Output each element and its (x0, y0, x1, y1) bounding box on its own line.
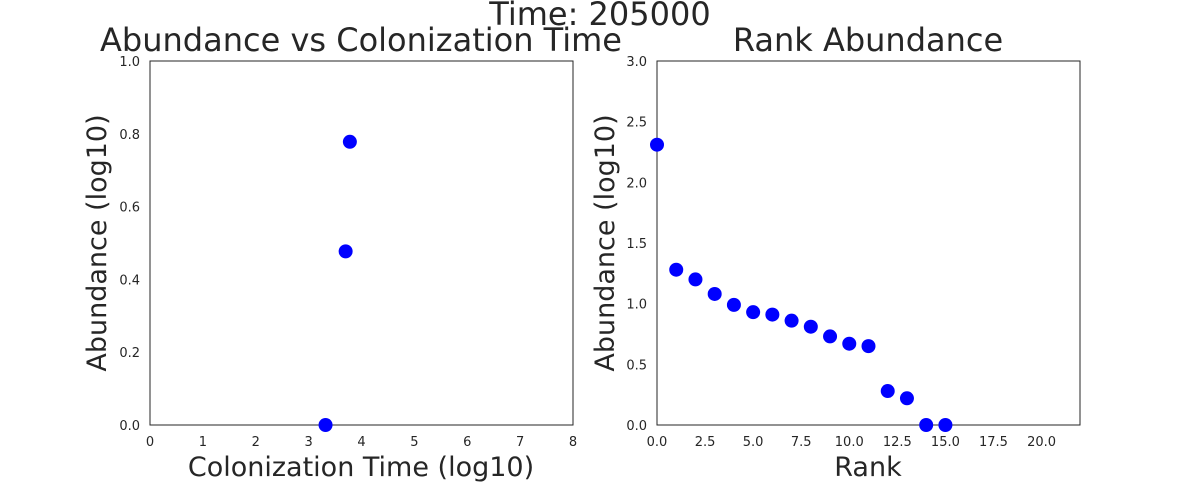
figure-suptitle: Time: 205000 (488, 0, 710, 33)
data-point (938, 418, 953, 432)
x-tick-label: 8 (569, 435, 577, 450)
y-tick-label: 0.4 (119, 273, 140, 288)
y-tick-label: 1.5 (626, 237, 647, 252)
y-tick-label: 1.0 (626, 298, 647, 313)
y-tick-label: 2.0 (626, 176, 647, 191)
panel-rank: Rank Abundance 0.0 2.5 5.0 7.5 10.0 12.5 15.0 1… (590, 21, 1081, 483)
y-tick-label: 2.5 (626, 116, 647, 131)
panel-colonization: Abundance vs Colonization Time 0 1 2 3 4 5 6 7 8… (82, 21, 622, 483)
y-tick-label: 0.5 (626, 358, 647, 373)
data-point (765, 307, 780, 322)
y-tick-label: 1.0 (119, 55, 140, 70)
x-tick-label: 12.5 (883, 435, 912, 450)
data-point (318, 418, 333, 432)
x-tick-label: 7 (516, 435, 524, 450)
y-axis-label: Abundance (log10) (82, 114, 113, 371)
x-tick-label: 7.5 (791, 435, 812, 450)
data-point (338, 244, 353, 259)
data-point (726, 297, 741, 312)
data-point (861, 339, 876, 354)
x-tick-label: 3 (304, 435, 312, 450)
y-tick-label: 0.0 (119, 419, 140, 434)
data-point (803, 319, 818, 334)
x-tick-label: 0 (146, 435, 154, 450)
x-tick-label: 15.0 (931, 435, 960, 450)
x-axis-label: Colonization Time (log10) (188, 452, 534, 483)
chart-title: Rank Abundance (733, 21, 1003, 59)
data-point (880, 384, 895, 399)
x-tick-label: 4 (357, 435, 365, 450)
x-tick-label: 0.0 (647, 435, 668, 450)
chart-title: Abundance vs Colonization Time (100, 21, 622, 59)
y-tick-label: 0.6 (119, 201, 140, 216)
data-point (842, 336, 857, 351)
x-tick-label: 2.5 (695, 435, 716, 450)
x-axis-label: Rank (834, 452, 902, 483)
y-tick-label: 3.0 (626, 55, 647, 70)
data-point (823, 329, 838, 344)
data-point (707, 286, 722, 301)
x-tick-label: 5.0 (743, 435, 764, 450)
data-point (919, 418, 934, 432)
data-point (688, 272, 703, 287)
x-ticks: 0 1 2 3 4 5 6 7 8 (146, 435, 577, 450)
x-tick-label: 10.0 (835, 435, 864, 450)
data-point (784, 313, 799, 328)
x-tick-label: 6 (463, 435, 471, 450)
y-tick-label: 0.8 (119, 128, 140, 143)
data-point (669, 262, 684, 277)
plot-frame (149, 60, 574, 426)
plot-frame (656, 60, 1081, 426)
x-tick-label: 20.0 (1027, 435, 1056, 450)
x-tick-label: 1 (199, 435, 207, 450)
x-ticks: 0.0 2.5 5.0 7.5 10.0 12.5 15.0 17.5 20.0 (647, 435, 1056, 450)
data-point (746, 305, 761, 320)
y-tick-label: 0.2 (119, 346, 140, 361)
data-point (899, 391, 914, 406)
x-tick-label: 5 (410, 435, 418, 450)
data-points (650, 137, 953, 432)
data-point (342, 134, 357, 149)
y-ticks: 0.0 0.5 1.0 1.5 2.0 2.5 3.0 (626, 55, 647, 434)
x-tick-label: 17.5 (979, 435, 1008, 450)
y-tick-label: 0.0 (626, 419, 647, 434)
y-ticks: 0.0 0.2 0.4 0.6 0.8 1.0 (119, 55, 140, 434)
y-axis-label: Abundance (log10) (590, 114, 621, 371)
data-points (318, 134, 357, 432)
x-tick-label: 2 (252, 435, 260, 450)
data-point (650, 137, 664, 152)
